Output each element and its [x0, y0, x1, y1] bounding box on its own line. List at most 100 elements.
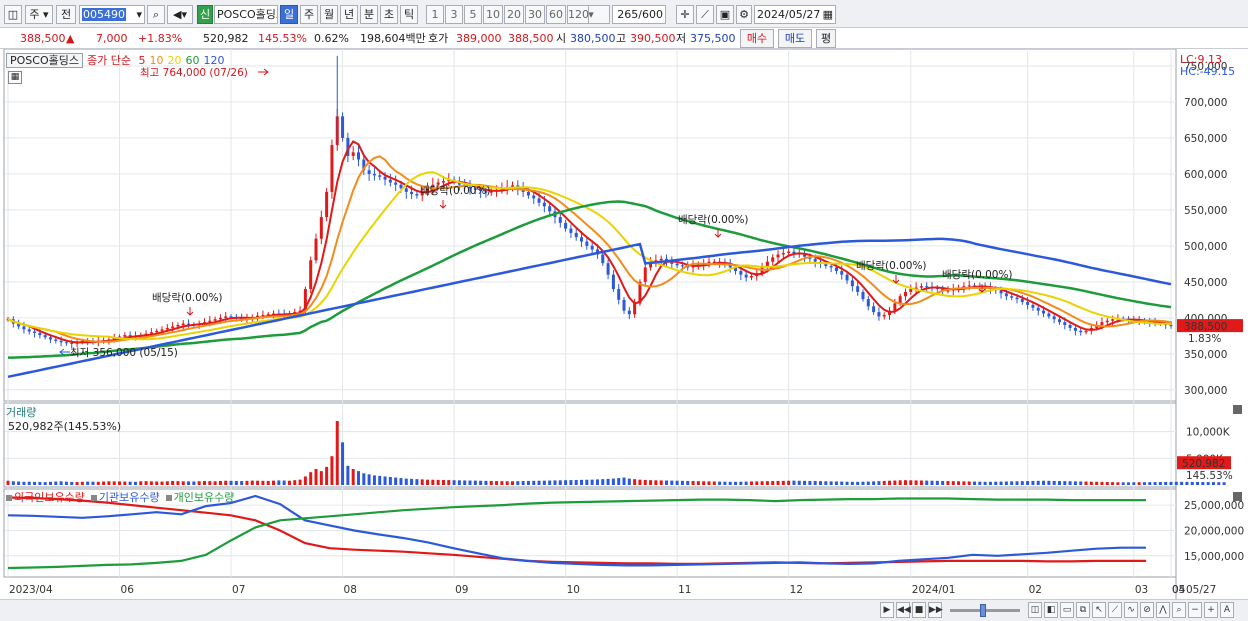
holding-line-1 — [7, 494, 1146, 567]
rewind-icon[interactable]: ◀◀ — [896, 602, 911, 618]
holding-line-2 — [7, 497, 1146, 570]
font-size-icon[interactable]: A — [1220, 602, 1234, 618]
interval-4[interactable]: 20 — [504, 5, 524, 24]
volume-bar — [819, 481, 823, 485]
zoom-slider-handle[interactable] — [980, 604, 986, 617]
volume-bar — [171, 480, 175, 485]
fib-icon[interactable]: ⋀ — [1156, 602, 1170, 618]
interval-3[interactable]: 10 — [483, 5, 503, 24]
volume-bar — [941, 480, 945, 485]
interval-1[interactable]: 3 — [445, 5, 463, 24]
price-tick-label: 750,000 — [1184, 61, 1227, 73]
candle-body — [346, 137, 350, 156]
candle-body — [319, 217, 323, 239]
layout-split-icon[interactable]: ◫ — [1028, 602, 1042, 618]
volume-bar — [590, 479, 594, 485]
volume-panel-close-icon[interactable] — [1233, 405, 1242, 414]
volume-bar — [898, 480, 902, 485]
interval-7[interactable]: 120 — [567, 5, 589, 24]
timeframe-2[interactable]: 월 — [320, 5, 338, 24]
gear-icon[interactable]: ⚙ — [736, 5, 752, 24]
hide-icon[interactable]: ⊘ — [1140, 602, 1154, 618]
volume-bar — [1079, 481, 1083, 485]
window-icon[interactable]: ▭ — [1060, 602, 1074, 618]
timeframe-3[interactable]: 년 — [340, 5, 358, 24]
volume-bar — [192, 481, 196, 485]
holding-legend-2[interactable]: 개인보유수량 — [173, 491, 235, 504]
x-right-label: 05/27 — [1186, 584, 1216, 596]
holding-panel-close-icon[interactable] — [1233, 492, 1242, 501]
stock-code-input[interactable]: 005490 ▾ — [79, 5, 145, 24]
timeframe-1[interactable]: 주 — [300, 5, 318, 24]
interval-2[interactable]: 5 — [464, 5, 482, 24]
stock-name-field[interactable]: POSCO홀딩스 — [214, 5, 278, 24]
layout-icon[interactable]: ◫ — [4, 5, 22, 24]
holding-legend-1[interactable]: 기관보유수량 — [98, 491, 160, 504]
candle-body — [967, 285, 971, 287]
candle-body — [633, 303, 637, 315]
price-tick-label: 600,000 — [1184, 169, 1227, 181]
volume-bar — [176, 481, 180, 485]
holding-legend-0[interactable]: 외국인보유수량 — [14, 491, 85, 504]
chart-area[interactable]: 750,000 700,000 650,000 600,000 550,000 500,0… — [0, 49, 1248, 599]
crosshair-icon[interactable]: ✛ — [676, 5, 694, 24]
overlay-icon[interactable]: ◧ — [1044, 602, 1058, 618]
volume-bar — [6, 480, 10, 485]
sell-button[interactable]: 매도 — [778, 29, 812, 48]
zoom-out-icon[interactable]: − — [1188, 602, 1202, 618]
interval-6[interactable]: 60 — [546, 5, 566, 24]
search-icon[interactable]: ⌕ — [147, 5, 165, 24]
candle-body — [617, 289, 621, 300]
candle-body — [781, 253, 785, 255]
volume-bar — [967, 481, 971, 485]
chart-canvas[interactable]: 750,000 700,000 650,000 600,000 550,000 500,0… — [0, 49, 1248, 599]
draw-tool-icon[interactable]: ⟋ — [696, 5, 714, 24]
candle-body — [654, 260, 658, 262]
candle-body — [803, 254, 807, 257]
volume-bar — [1116, 482, 1120, 485]
timeframe-5[interactable]: 초 — [380, 5, 398, 24]
zoom-in-icon[interactable]: + — [1204, 602, 1218, 618]
legend-stock-name[interactable]: POSCO홀딩스 — [6, 53, 83, 68]
timeframe-6[interactable]: 틱 — [400, 5, 418, 24]
cursor-icon[interactable]: ↖ — [1092, 602, 1106, 618]
volume-panel-value: 520,982주(145.53%) — [8, 420, 122, 433]
volume-bar — [569, 480, 573, 485]
volume-bar — [495, 481, 499, 485]
lc-value: LC:9.13 — [1180, 53, 1223, 66]
volume-bar — [272, 480, 276, 485]
calendar-icon[interactable]: ▦ — [822, 8, 833, 21]
date-field[interactable]: 2024/05/27 ▦ — [754, 5, 836, 24]
magnify-icon[interactable]: ⌕ — [1172, 602, 1186, 618]
volume-bar — [505, 481, 509, 485]
volume-bar — [1026, 481, 1030, 485]
candle-body — [48, 337, 52, 340]
stop-icon[interactable]: ■ — [912, 602, 926, 618]
timeframe-0[interactable]: 일 — [280, 5, 298, 24]
period-unit-select[interactable]: 주 ▾ — [25, 5, 53, 24]
interval-0[interactable]: 1 — [426, 5, 444, 24]
candle-body — [787, 251, 791, 254]
grid-table-icon[interactable]: ▦ — [8, 71, 22, 84]
prev-button[interactable]: 전 — [56, 5, 76, 24]
speaker-icon[interactable]: ◀▾ — [167, 5, 193, 24]
candle-body — [187, 323, 191, 325]
save-icon[interactable]: ▣ — [716, 5, 734, 24]
volume-bar — [601, 479, 605, 485]
volume-bars — [6, 421, 1226, 485]
chevron-down-icon[interactable]: ▾ — [136, 8, 142, 21]
evaluate-button[interactable]: 평 — [816, 29, 836, 48]
interval-5[interactable]: 30 — [525, 5, 545, 24]
volume-bar — [558, 480, 562, 485]
volume-bar — [420, 479, 424, 485]
timeframe-4[interactable]: 분 — [360, 5, 378, 24]
line-icon[interactable]: ⟋ — [1108, 602, 1122, 618]
wave-icon[interactable]: ∿ — [1124, 602, 1138, 618]
volume-bar — [245, 480, 249, 485]
buy-button[interactable]: 매수 — [740, 29, 774, 48]
play-icon[interactable]: ▶ — [880, 602, 894, 618]
forward-icon[interactable]: ▶▶ — [928, 602, 943, 618]
copy-icon[interactable]: ⧉ — [1076, 602, 1090, 618]
candle-body — [903, 291, 907, 297]
count-field[interactable]: 265/600 — [612, 5, 666, 24]
